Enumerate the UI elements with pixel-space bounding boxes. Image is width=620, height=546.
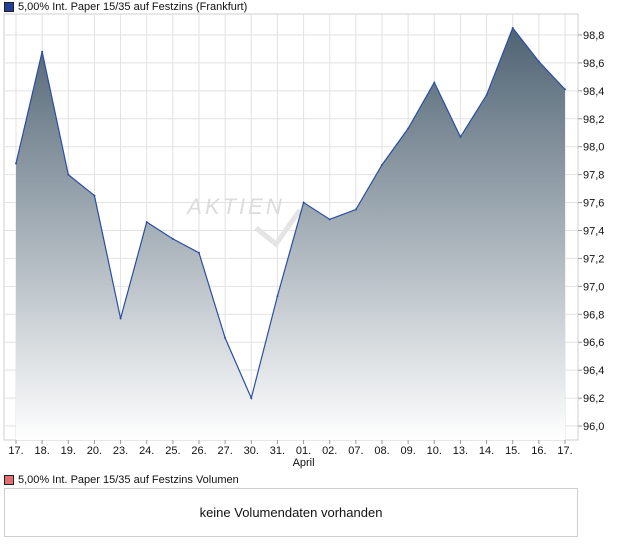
x-tick-label: 23.: [113, 445, 128, 457]
price-area: [16, 27, 565, 440]
price-point: [433, 81, 436, 84]
price-point: [302, 201, 305, 204]
volume-empty-message: keine Volumendaten vorhanden: [199, 505, 383, 520]
y-tick-label: 98,4: [583, 86, 604, 98]
price-legend: 5,00% Int. Paper 15/35 auf Festzins (Fra…: [4, 0, 247, 14]
x-tick-label: 17.: [557, 445, 572, 457]
price-point: [67, 173, 70, 176]
volume-legend-swatch: [4, 475, 14, 485]
y-tick-label: 97,4: [583, 225, 604, 237]
price-point: [224, 337, 227, 340]
y-tick-label: 98,8: [583, 30, 604, 42]
price-point: [354, 208, 357, 211]
price-point: [485, 94, 488, 97]
y-tick-label: 98,2: [583, 114, 604, 126]
x-tick-label: 10.: [427, 445, 442, 457]
price-point: [250, 397, 253, 400]
y-tick-label: 97,0: [583, 281, 604, 293]
price-point: [276, 295, 279, 298]
price-point: [407, 127, 410, 130]
x-tick-label: 30.: [244, 445, 259, 457]
x-tick-label: 20.: [87, 445, 102, 457]
x-tick-label: 18.: [34, 445, 49, 457]
price-point: [171, 237, 174, 240]
price-point: [328, 218, 331, 221]
y-tick-label: 97,2: [583, 253, 604, 265]
price-point: [459, 135, 462, 138]
x-tick-label: 15.: [505, 445, 520, 457]
price-point: [564, 88, 566, 91]
x-tick-label: 08.: [374, 445, 389, 457]
x-tick-label: 19.: [61, 445, 76, 457]
x-tick-label: 01.: [296, 445, 311, 457]
x-tick-label: 07.: [348, 445, 363, 457]
price-line: [15, 26, 566, 400]
chart-title: 5,00% Int. Paper 15/35 auf Festzins (Fra…: [18, 1, 248, 13]
y-tick-label: 97,8: [583, 170, 604, 182]
price-point: [511, 26, 514, 29]
x-tick-label: 27.: [217, 445, 232, 457]
price-point: [15, 162, 17, 165]
x-tick-label: 16.: [531, 445, 546, 457]
price-point: [198, 251, 200, 254]
x-tick-label: 14.: [479, 445, 494, 457]
x-tick-label: 02.: [322, 445, 337, 457]
watermark-logo: AKTIEN: [185, 194, 284, 219]
y-tick-label: 96,2: [583, 393, 604, 405]
x-tick-label: 09.: [400, 445, 415, 457]
volume-legend-label: 5,00% Int. Paper 15/35 auf Festzins Volu…: [18, 474, 239, 486]
y-tick-label: 96,6: [583, 337, 604, 349]
x-tick-label: 13.: [453, 445, 468, 457]
y-tick-label: 98,0: [583, 142, 604, 154]
price-point: [145, 221, 148, 224]
y-tick-label: 96,4: [583, 365, 604, 377]
x-tick-label: 24.: [139, 445, 154, 457]
price-point: [381, 163, 383, 166]
y-tick-label: 96,0: [583, 421, 604, 433]
price-point: [119, 317, 122, 320]
x-tick-label: 25.: [165, 445, 180, 457]
month-label: April: [293, 457, 315, 469]
volume-legend: 5,00% Int. Paper 15/35 auf Festzins Volu…: [4, 473, 239, 487]
x-tick-label: 17.: [8, 445, 23, 457]
price-legend-swatch: [4, 2, 14, 12]
x-tick-label: 31.: [270, 445, 285, 457]
y-tick-label: 96,8: [583, 309, 604, 321]
y-tick-label: 98,6: [583, 58, 604, 70]
y-tick-label: 97,6: [583, 198, 604, 210]
watermark-check-icon: [254, 208, 303, 248]
x-tick-label: 26.: [191, 445, 206, 457]
volume-panel: keine Volumendaten vorhanden: [4, 488, 578, 537]
price-point: [41, 50, 44, 53]
price-point: [93, 194, 96, 197]
price-point: [537, 60, 540, 63]
